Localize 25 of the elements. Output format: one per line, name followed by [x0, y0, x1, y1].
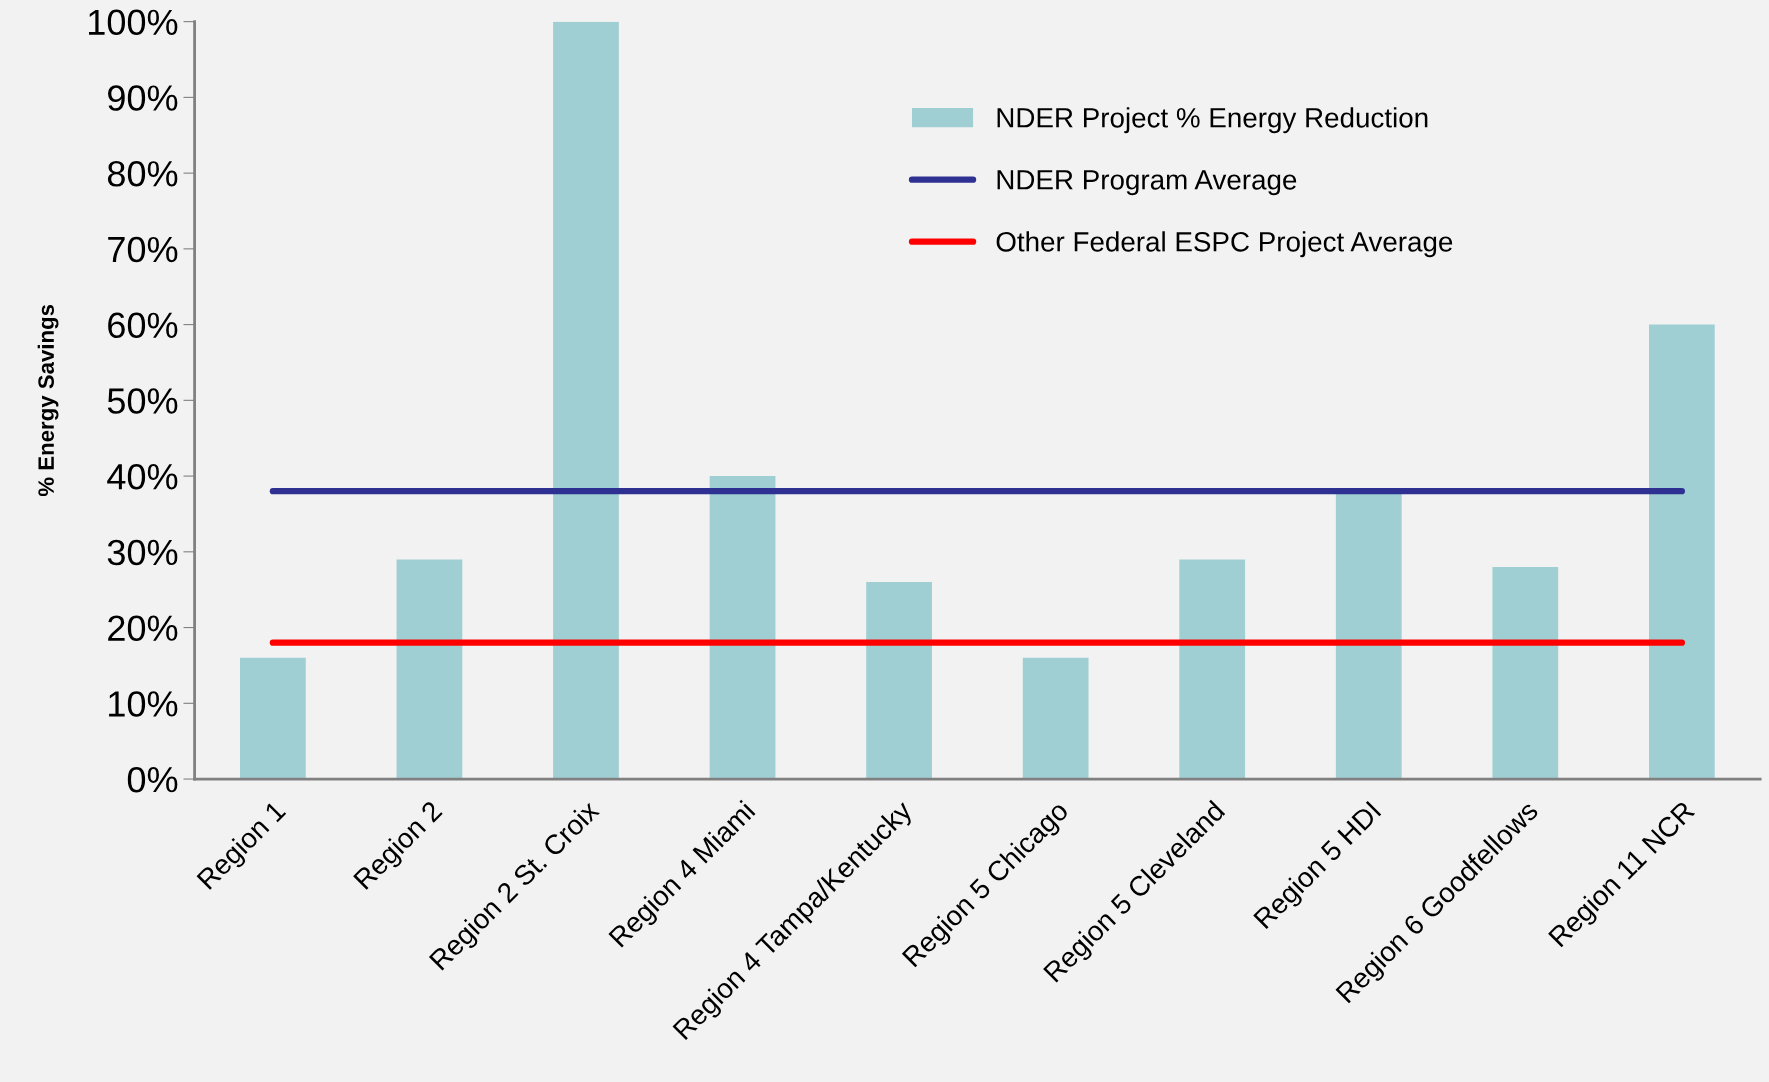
legend-label: Other Federal ESPC Project Average: [996, 231, 1453, 258]
bar: [239, 657, 306, 780]
bar: [1179, 559, 1246, 780]
y-tick-label: 100%: [89, 9, 178, 36]
y-tick-label: 20%: [108, 615, 178, 641]
bar: [866, 582, 932, 780]
y-axis-title: % Energy Savings: [37, 304, 59, 497]
bar: [1022, 657, 1089, 780]
y-tick-label: 0%: [127, 766, 178, 793]
bar: [1649, 324, 1715, 780]
y-tick-label: 30%: [107, 539, 178, 566]
legend-label: NDER Project % Energy Reduction: [997, 107, 1428, 134]
y-tick-label: 70%: [108, 236, 178, 263]
bar: [396, 559, 463, 780]
y-tick-label: 50%: [107, 388, 178, 414]
y-tick-label: 60%: [108, 312, 178, 339]
y-tick-label: 80%: [107, 160, 178, 187]
y-tick-label: 10%: [109, 691, 178, 717]
y-tick-label: 40%: [107, 463, 178, 490]
bar: [1335, 491, 1402, 780]
legend-label: NDER Program Average: [997, 170, 1297, 196]
bar: [709, 476, 776, 780]
bar: [1492, 566, 1559, 780]
bar: [553, 21, 619, 780]
y-tick-label: 90%: [108, 85, 178, 111]
